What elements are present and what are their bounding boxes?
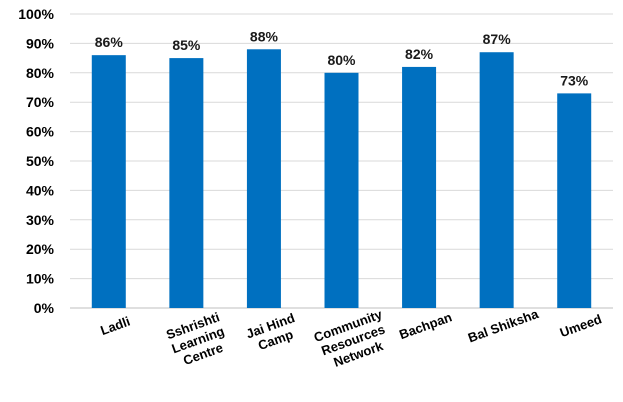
bar — [91, 55, 126, 308]
bar — [479, 52, 514, 308]
data-label: 80% — [327, 52, 356, 68]
data-label: 87% — [483, 31, 512, 47]
bar — [557, 93, 592, 308]
y-tick-label: 20% — [26, 241, 55, 257]
bar — [324, 72, 359, 308]
y-tick-label: 100% — [18, 6, 54, 22]
y-axis-tick-labels: 0% 10% 20% 30% 40% 50% 60% 70% 80% 90% 100% — [18, 6, 54, 316]
y-tick-label: 60% — [26, 124, 55, 140]
x-category-label: Bachpan — [397, 309, 454, 342]
y-tick-label: 70% — [26, 94, 55, 110]
y-tick-label: 40% — [26, 182, 55, 198]
x-category-label: Ladli — [98, 314, 132, 338]
x-category-label-line: Ladli — [98, 314, 132, 338]
data-labels: 86% 85% 88% 80% 82% 87% 73% — [95, 28, 589, 88]
x-category-label: Umeed — [558, 311, 604, 340]
data-label: 88% — [250, 28, 279, 44]
data-label: 82% — [405, 46, 434, 62]
y-tick-label: 10% — [26, 271, 55, 287]
bar — [169, 58, 204, 308]
bar — [402, 66, 437, 308]
x-category-label-line: Umeed — [558, 311, 604, 340]
y-tick-label: 90% — [26, 35, 55, 51]
y-tick-label: 30% — [26, 212, 55, 228]
bar — [246, 49, 281, 308]
y-tick-label: 0% — [34, 300, 55, 316]
y-tick-label: 80% — [26, 65, 55, 81]
x-category-label-line: Bal Shiksha — [466, 306, 541, 346]
x-category-label-line: Bachpan — [397, 309, 454, 342]
bars — [91, 49, 592, 308]
x-category-label: Bal Shiksha — [466, 306, 541, 346]
data-label: 85% — [172, 37, 201, 53]
y-tick-label: 50% — [26, 153, 55, 169]
data-label: 73% — [560, 72, 589, 88]
data-label: 86% — [95, 34, 124, 50]
